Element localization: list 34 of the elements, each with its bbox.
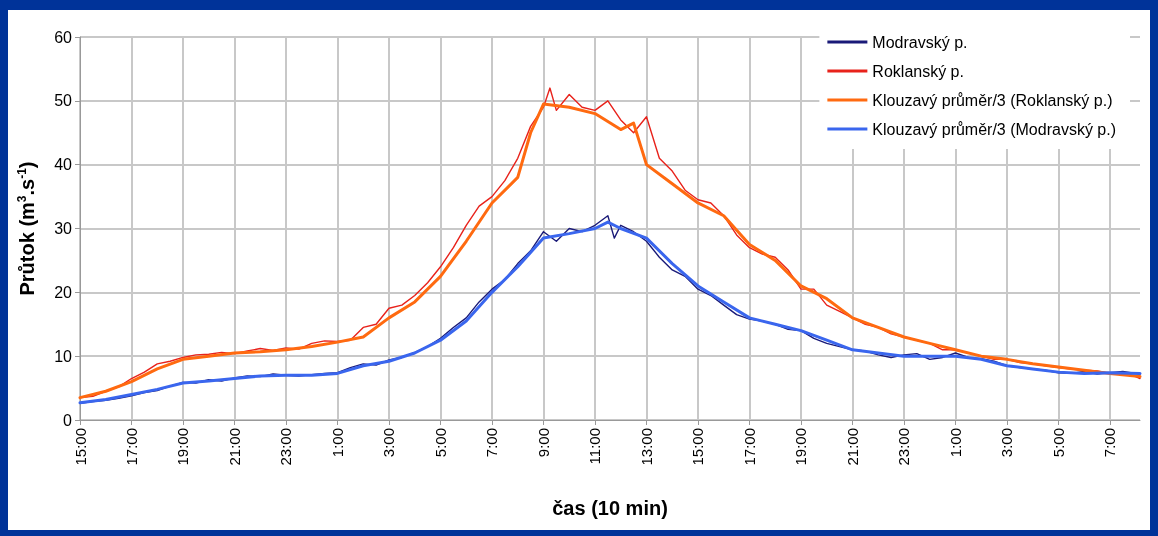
x-tick-label: 17:00 (740, 428, 758, 466)
x-tick-label: 23:00 (895, 428, 913, 466)
x-tick-label: 5:00 (1049, 428, 1067, 458)
x-tick-label: 17:00 (123, 428, 140, 466)
x-tick-label: 1:00 (328, 428, 346, 458)
legend-label: Roklanský p. (872, 62, 964, 80)
x-tick-label: 11:00 (586, 428, 604, 465)
x-tick-label: 19:00 (174, 428, 192, 466)
x-tick-label: 5:00 (431, 428, 449, 458)
legend-label: Modravský p. (872, 33, 968, 51)
y-tick-label: 50 (54, 92, 73, 110)
x-tick-label: 9:00 (534, 428, 552, 458)
x-axis-title: čas (10 min) (552, 497, 668, 519)
x-tick-label: 23:00 (277, 428, 295, 466)
x-tick-label: 21:00 (225, 428, 243, 466)
x-tick-label: 15:00 (689, 428, 707, 466)
x-tick-label: 7:00 (1101, 428, 1119, 458)
x-tick-label: 1:00 (946, 428, 964, 458)
x-tick-label: 7:00 (483, 428, 501, 458)
y-tick-label: 40 (54, 156, 73, 174)
y-tick-label: 0 (63, 411, 73, 429)
x-tick-label: 13:00 (637, 428, 655, 466)
y-tick-label: 60 (54, 28, 73, 46)
y-tick-label: 30 (54, 220, 73, 237)
legend-label: Klouzavý průměr/3 (Modravský p.) (872, 120, 1117, 138)
x-tick-label: 15:00 (71, 428, 89, 466)
legend-label: Klouzavý průměr/3 (Roklanský p.) (872, 91, 1113, 109)
y-axis-title: Průtok (m3.s-1) (15, 161, 38, 296)
y-tick-label: 20 (54, 283, 73, 301)
x-tick-label: 3:00 (380, 428, 398, 458)
x-tick-label: 3:00 (998, 428, 1016, 458)
x-tick-label: 21:00 (843, 428, 861, 466)
y-tick-label: 10 (54, 347, 73, 365)
x-tick-label: 19:00 (792, 428, 810, 466)
